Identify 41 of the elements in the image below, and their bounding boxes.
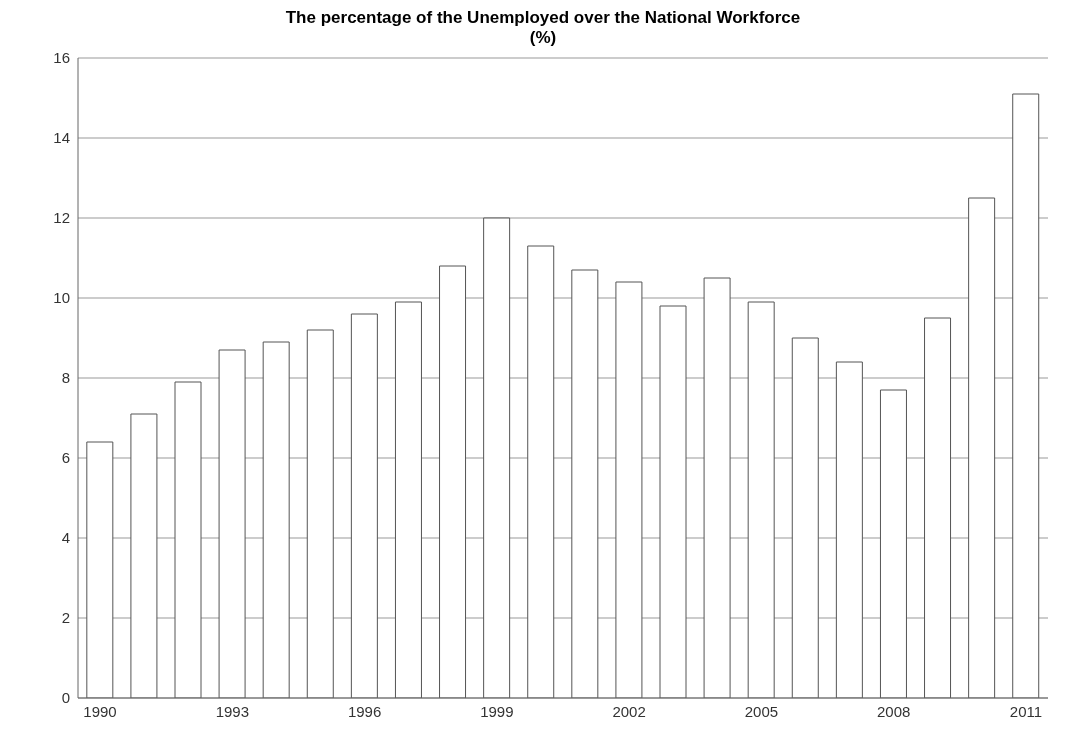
bar [262,341,290,698]
bar [350,313,378,698]
y-tick-label: 2 [61,609,70,627]
y-tick-label: 6 [61,449,70,467]
y-tick-label: 0 [61,689,70,707]
bar [130,413,158,698]
y-tick-label: 14 [53,129,70,147]
bar [174,381,202,698]
x-tick-label: 1993 [215,702,250,720]
bar [747,301,775,698]
x-tick-label: 1990 [83,702,117,720]
bar [306,329,334,698]
y-tick-label: 4 [61,529,70,547]
bar [835,361,863,698]
x-tick-label: 1996 [347,702,382,720]
bar [703,277,731,698]
y-tick-label: 10 [53,289,70,307]
bar [218,349,246,698]
y-tick-label: 16 [53,49,70,67]
bar [439,265,467,698]
bar [571,269,599,698]
y-tick-label: 12 [53,209,70,227]
bar [968,197,996,698]
bar [86,441,114,698]
x-tick-label: 1999 [480,702,514,720]
bar [924,317,952,698]
x-tick-label: 2005 [744,702,779,720]
chart-title: The percentage of the Unemployed over the National Workforce [284,8,802,28]
bar [394,301,422,698]
y-tick-label: 8 [61,369,70,387]
bar [615,281,643,698]
chart-subtitle: (%) [528,28,558,48]
bar [879,389,907,698]
bar [527,245,555,698]
x-tick-label: 2008 [876,702,911,720]
bar [659,305,687,698]
bar [791,337,819,698]
bar [483,217,511,698]
x-tick-label: 2011 [1009,702,1043,720]
x-tick-label: 2002 [612,702,646,720]
bar [1012,93,1040,698]
